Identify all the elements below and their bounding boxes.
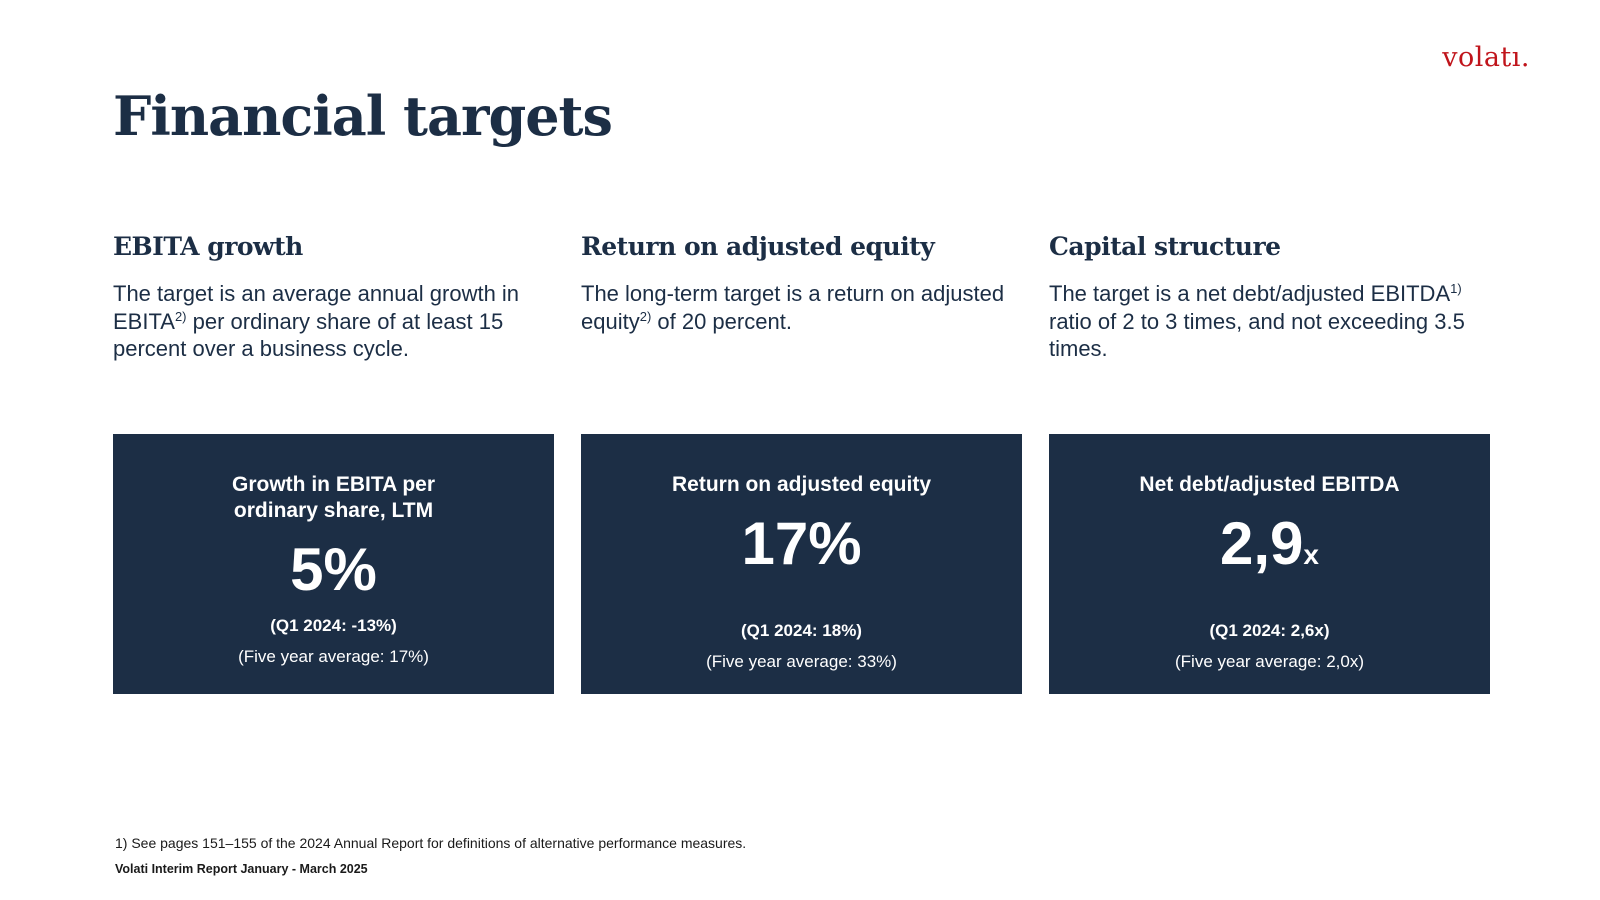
metric-label: Return on adjusted equity <box>671 473 931 496</box>
metric-average: (Five year average: 17%) <box>238 647 429 666</box>
footnote-marker: 1) <box>1450 281 1462 296</box>
metric-previous: (Q1 2024: 18%) <box>741 621 862 640</box>
metric-card-return-on-equity: Return on adjusted equity 17% (Q1 2024: … <box>581 434 1022 694</box>
metric-value: 2,9x <box>1220 510 1319 577</box>
footnote-marker: 2) <box>639 308 652 324</box>
page-title: Financial targets <box>113 84 613 148</box>
target-heading: EBITA growth <box>113 232 303 261</box>
volati-logo: volatı. <box>1442 42 1530 73</box>
metric-previous: (Q1 2024: -13%) <box>270 616 397 635</box>
target-description: The target is an average annual growth i… <box>113 281 520 361</box>
metric-label: Growth in EBITA per ordinary share, LTM <box>232 473 435 522</box>
metric-average: (Five year average: 33%) <box>706 652 897 671</box>
report-name: Volati Interim Report January - March 20… <box>115 862 368 876</box>
target-description: The target is a net debt/adjusted EBITDA… <box>1049 281 1465 361</box>
target-heading: Capital structure <box>1049 232 1281 261</box>
metric-value: 17% <box>741 510 862 577</box>
footnote: 1) See pages 151–155 of the 2024 Annual … <box>115 835 747 851</box>
target-heading: Return on adjusted equity <box>581 232 935 261</box>
metric-card-ebita-growth: Growth in EBITA per ordinary share, LTM … <box>113 434 554 694</box>
target-return-on-equity: Return on adjusted equity The long-term … <box>581 232 1021 335</box>
metric-value: 5% <box>290 536 377 603</box>
target-ebita-growth: EBITA growth The target is an average an… <box>113 232 553 363</box>
metric-average: (Five year average: 2,0x) <box>1175 652 1364 671</box>
metric-label: Net debt/adjusted EBITDA <box>1139 473 1400 496</box>
target-description: The long-term target is a return on adju… <box>581 281 1005 334</box>
metric-previous: (Q1 2024: 2,6x) <box>1209 621 1330 640</box>
footnote-marker: 2) <box>174 308 187 324</box>
target-capital-structure: Capital structure The target is a net de… <box>1049 232 1489 363</box>
metric-card-capital-structure: Net debt/adjusted EBITDA 2,9x (Q1 2024: … <box>1049 434 1490 694</box>
